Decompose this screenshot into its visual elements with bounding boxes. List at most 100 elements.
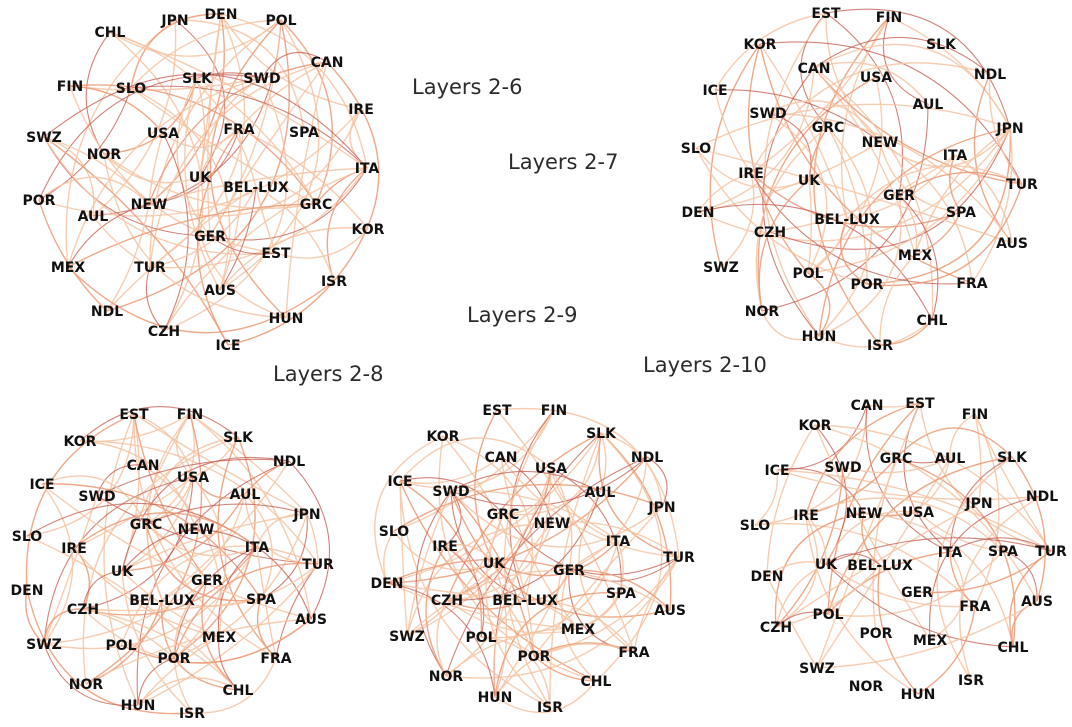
- node-label-uk: UK: [189, 170, 212, 186]
- node-label-est: EST: [482, 403, 512, 419]
- edge: [406, 467, 552, 637]
- edge: [949, 154, 962, 213]
- edge: [163, 167, 368, 332]
- edge: [43, 476, 194, 645]
- edge: [149, 186, 257, 268]
- edge: [551, 521, 680, 558]
- node-label-can: CAN: [851, 398, 884, 414]
- node-label-bel-lux: BEL-LUX: [847, 558, 913, 574]
- edge: [917, 512, 921, 592]
- edge: [82, 570, 123, 610]
- node-label-ire: IRE: [793, 508, 819, 524]
- edge: [161, 493, 246, 601]
- edge: [145, 523, 163, 601]
- node-label-chl: CHL: [998, 640, 1029, 656]
- node-label-por: POR: [518, 649, 551, 665]
- node-label-isr: ISR: [537, 700, 563, 716]
- edge: [26, 589, 193, 715]
- edge: [919, 402, 1052, 552]
- node-label-swz: SWZ: [389, 629, 425, 645]
- node-label-ita: ITA: [938, 545, 963, 561]
- edge: [759, 43, 973, 284]
- node-label-den: DEN: [751, 569, 784, 585]
- node-label-nor: NOR: [429, 669, 464, 685]
- edge: [524, 599, 635, 653]
- edge: [879, 254, 916, 346]
- edge: [502, 432, 602, 516]
- node-label-swd: SWD: [243, 71, 280, 87]
- node-label-hun: HUN: [802, 329, 837, 345]
- edge: [436, 599, 448, 677]
- edge: [386, 582, 526, 601]
- node-label-aus: AUS: [654, 603, 686, 619]
- node-label-pol: POL: [105, 638, 136, 654]
- edge: [383, 530, 395, 584]
- edge: [106, 186, 257, 312]
- node-label-ndl: NDL: [631, 450, 663, 466]
- edge: [82, 546, 258, 616]
- edge: [568, 556, 680, 582]
- edge: [720, 172, 755, 268]
- edge: [219, 19, 320, 291]
- edge: [255, 186, 335, 282]
- node-label-ita: ITA: [355, 161, 380, 177]
- edge: [917, 605, 976, 695]
- node-label-new: NEW: [534, 516, 571, 532]
- node-label-den: DEN: [11, 583, 44, 599]
- network-layers-2-7: EST FIN KOR SLK CAN USA NDL ICE AUL SWD GRC JPN NEW S…: [681, 6, 1038, 354]
- edge: [184, 77, 221, 291]
- edge: [861, 512, 881, 566]
- edge: [709, 43, 761, 268]
- edge: [633, 556, 680, 653]
- edge: [805, 457, 897, 516]
- node-labels: JPN DEN POL CHL CAN FIN SLO SLK SWD IRE SWZ USA FRA S…: [23, 7, 385, 354]
- edge: [866, 183, 1023, 287]
- title-layers-2-9: Layers 2-9: [467, 303, 578, 327]
- edge: [949, 413, 976, 459]
- edge: [550, 467, 619, 542]
- node-label-bel-lux: BEL-LUX: [223, 180, 289, 196]
- edge: [106, 203, 150, 312]
- edge: [814, 424, 848, 565]
- edge: [219, 186, 257, 291]
- edge: [69, 77, 263, 91]
- node-label-hun: HUN: [121, 698, 156, 714]
- edge: [399, 480, 551, 708]
- node-label-ndl: NDL: [91, 304, 123, 320]
- edge: [446, 599, 579, 634]
- edge: [825, 563, 976, 608]
- node-label-grc: GRC: [487, 507, 520, 523]
- edge: [503, 409, 555, 708]
- node-label-aus: AUS: [1021, 594, 1053, 610]
- node-label-swd: SWD: [749, 106, 786, 122]
- edge: [816, 600, 1038, 669]
- edge: [695, 147, 868, 285]
- edge: [767, 112, 828, 274]
- node-label-est: EST: [261, 246, 291, 262]
- edge: [161, 460, 290, 601]
- edge: [973, 73, 1013, 244]
- edge: [73, 476, 194, 549]
- edge: [399, 456, 502, 484]
- node-label-usa: USA: [177, 470, 209, 486]
- edge: [103, 153, 287, 319]
- edge: [494, 592, 622, 698]
- edge: [775, 563, 827, 628]
- edge: [162, 132, 189, 332]
- edge: [109, 31, 204, 332]
- edge: [758, 179, 810, 312]
- edge: [774, 512, 865, 628]
- edge: [306, 513, 319, 565]
- edge: [446, 599, 526, 610]
- edge: [393, 409, 555, 532]
- edges: [38, 13, 380, 346]
- node-label-slk: SLK: [997, 450, 1028, 466]
- edge: [877, 564, 919, 695]
- edge: [750, 62, 991, 174]
- edge: [149, 19, 282, 268]
- edge: [500, 456, 680, 558]
- node-label-ire: IRE: [348, 102, 374, 118]
- node-label-kor: KOR: [64, 434, 97, 450]
- edge: [446, 562, 495, 601]
- edge: [697, 203, 933, 321]
